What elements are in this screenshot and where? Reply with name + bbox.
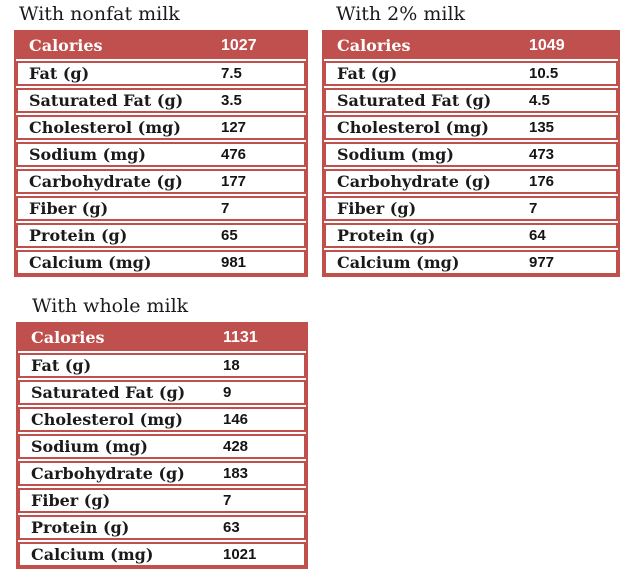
section-nonfat-milk: With nonfat milk Calories 1027 Fat (g) 7… [14,3,308,277]
table-row: Cholesterol (mg) 127 [16,115,306,140]
table-row: Sodium (mg) 428 [18,434,306,459]
table-title-2pct: With 2% milk [336,3,466,25]
table-header-row: Calories 1049 [324,32,618,59]
section-whole-milk: With whole milk Calories 1131 Fat (g) 18… [16,295,308,569]
row-value: 7.5 [221,65,242,82]
row-value: 177 [221,173,247,190]
row-label: Carbohydrate (g) [337,172,491,191]
row-label: Fiber (g) [29,199,109,218]
row-label: Protein (g) [31,518,130,537]
row-value: 7 [221,200,230,217]
table-row: Protein (g) 63 [18,515,306,540]
row-label: Protein (g) [29,226,128,245]
nutrition-table-2pct: Calories 1049 Fat (g) 10.5 Saturated Fat… [322,30,620,277]
table-row: Cholesterol (mg) 135 [324,115,618,140]
row-value: 176 [529,173,555,190]
row-value: 428 [223,438,249,455]
table-row: Saturated Fat (g) 9 [18,380,306,405]
table-row: Fiber (g) 7 [18,488,306,513]
row-value: 4.5 [529,92,550,109]
row-label: Fiber (g) [31,491,111,510]
header-label: Calories [337,36,411,55]
row-label: Carbohydrate (g) [31,464,185,483]
row-label: Fiber (g) [337,199,417,218]
row-value: 981 [221,254,247,271]
row-label: Saturated Fat (g) [31,383,186,402]
row-label: Saturated Fat (g) [29,91,184,110]
table-row: Carbohydrate (g) 183 [18,461,306,486]
row-value: 63 [223,519,240,536]
table-row: Fat (g) 18 [18,353,306,378]
row-label: Cholesterol (mg) [29,118,181,137]
table-row: Calcium (mg) 977 [324,250,618,275]
nutrition-table-nonfat: Calories 1027 Fat (g) 7.5 Saturated Fat … [14,30,308,277]
table-title-whole: With whole milk [32,295,189,317]
row-label: Sodium (mg) [31,437,148,456]
table-row: Fat (g) 10.5 [324,61,618,86]
row-label: Calcium (mg) [29,253,152,272]
table-row: Carbohydrate (g) 176 [324,169,618,194]
row-label: Saturated Fat (g) [337,91,492,110]
row-value: 9 [223,384,232,401]
row-value: 3.5 [221,92,242,109]
row-value: 7 [529,200,538,217]
row-label: Calcium (mg) [337,253,460,272]
table-row: Calcium (mg) 1021 [18,542,306,567]
nutrition-table-whole: Calories 1131 Fat (g) 18 Saturated Fat (… [16,322,308,569]
row-label: Fat (g) [29,64,90,83]
table-title-nonfat: With nonfat milk [19,3,180,25]
header-label: Calories [29,36,103,55]
table-header-row: Calories 1027 [16,32,306,59]
table-row: Sodium (mg) 476 [16,142,306,167]
row-value: 146 [223,411,249,428]
row-value: 10.5 [529,65,559,82]
header-label: Calories [31,328,105,347]
row-label: Calcium (mg) [31,545,154,564]
row-label: Sodium (mg) [337,145,454,164]
row-value: 65 [221,227,238,244]
header-value: 1131 [223,328,258,346]
table-row: Calcium (mg) 981 [16,250,306,275]
table-row: Fiber (g) 7 [16,196,306,221]
table-row: Saturated Fat (g) 3.5 [16,88,306,113]
table-row: Fiber (g) 7 [324,196,618,221]
row-value: 135 [529,119,555,136]
row-value: 7 [223,492,232,509]
table-row: Protein (g) 64 [324,223,618,248]
table-header-row: Calories 1131 [18,324,306,351]
row-label: Cholesterol (mg) [31,410,183,429]
row-value: 977 [529,254,555,271]
row-value: 476 [221,146,247,163]
section-2pct-milk: With 2% milk Calories 1049 Fat (g) 10.5 … [322,3,620,277]
row-label: Carbohydrate (g) [29,172,183,191]
header-value: 1049 [529,36,565,54]
row-value: 183 [223,465,249,482]
row-label: Cholesterol (mg) [337,118,489,137]
row-value: 18 [223,357,240,374]
row-label: Protein (g) [337,226,436,245]
header-value: 1027 [221,36,257,54]
row-label: Fat (g) [337,64,398,83]
table-row: Sodium (mg) 473 [324,142,618,167]
row-value: 1021 [223,546,257,563]
table-row: Protein (g) 65 [16,223,306,248]
row-label: Fat (g) [31,356,92,375]
row-value: 127 [221,119,247,136]
table-row: Fat (g) 7.5 [16,61,306,86]
row-label: Sodium (mg) [29,145,146,164]
row-value: 64 [529,227,546,244]
row-value: 473 [529,146,555,163]
table-row: Carbohydrate (g) 177 [16,169,306,194]
table-row: Cholesterol (mg) 146 [18,407,306,432]
table-row: Saturated Fat (g) 4.5 [324,88,618,113]
